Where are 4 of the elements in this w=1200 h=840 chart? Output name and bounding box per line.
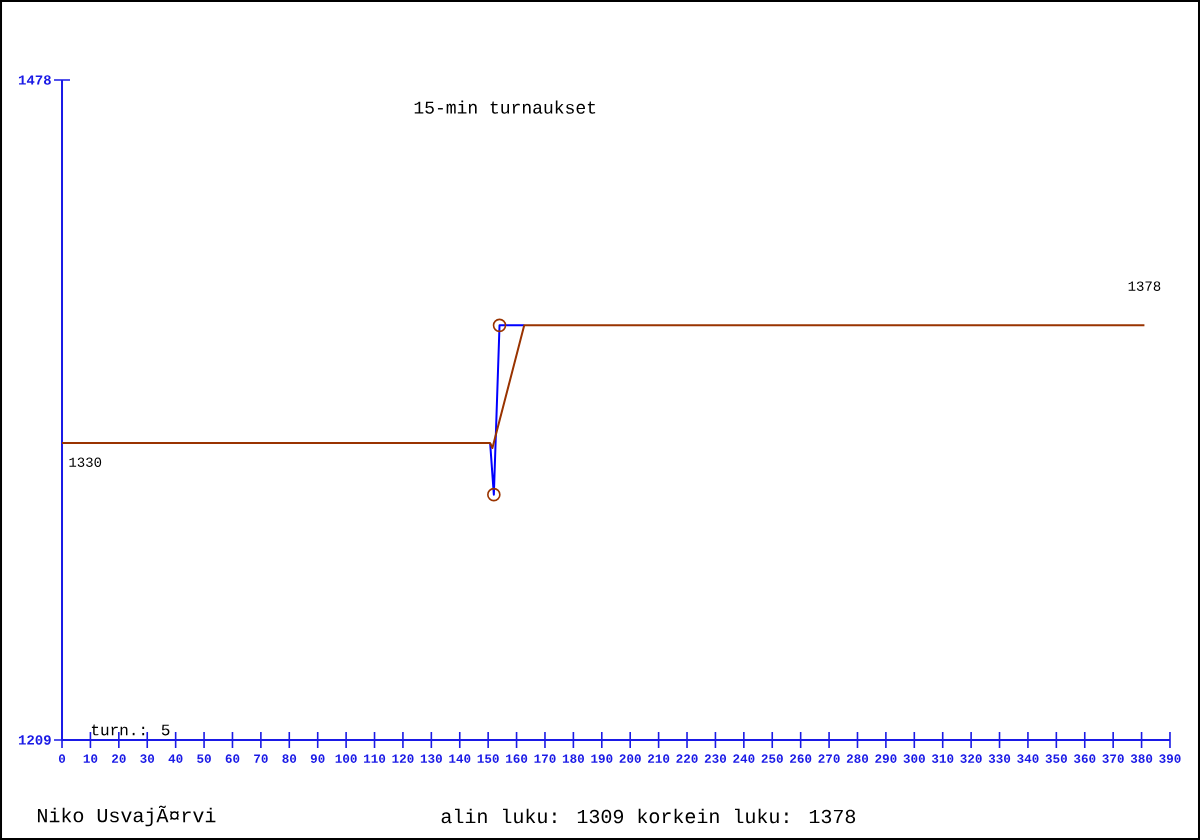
text: alin luku: 1309 korkein luku: 1378 (441, 808, 856, 824)
text: Niko UsvajÃ¤rvi (37, 805, 216, 827)
annotation: turn.: 5 (91, 724, 170, 736)
text: 15-min turnaukset (414, 100, 596, 114)
